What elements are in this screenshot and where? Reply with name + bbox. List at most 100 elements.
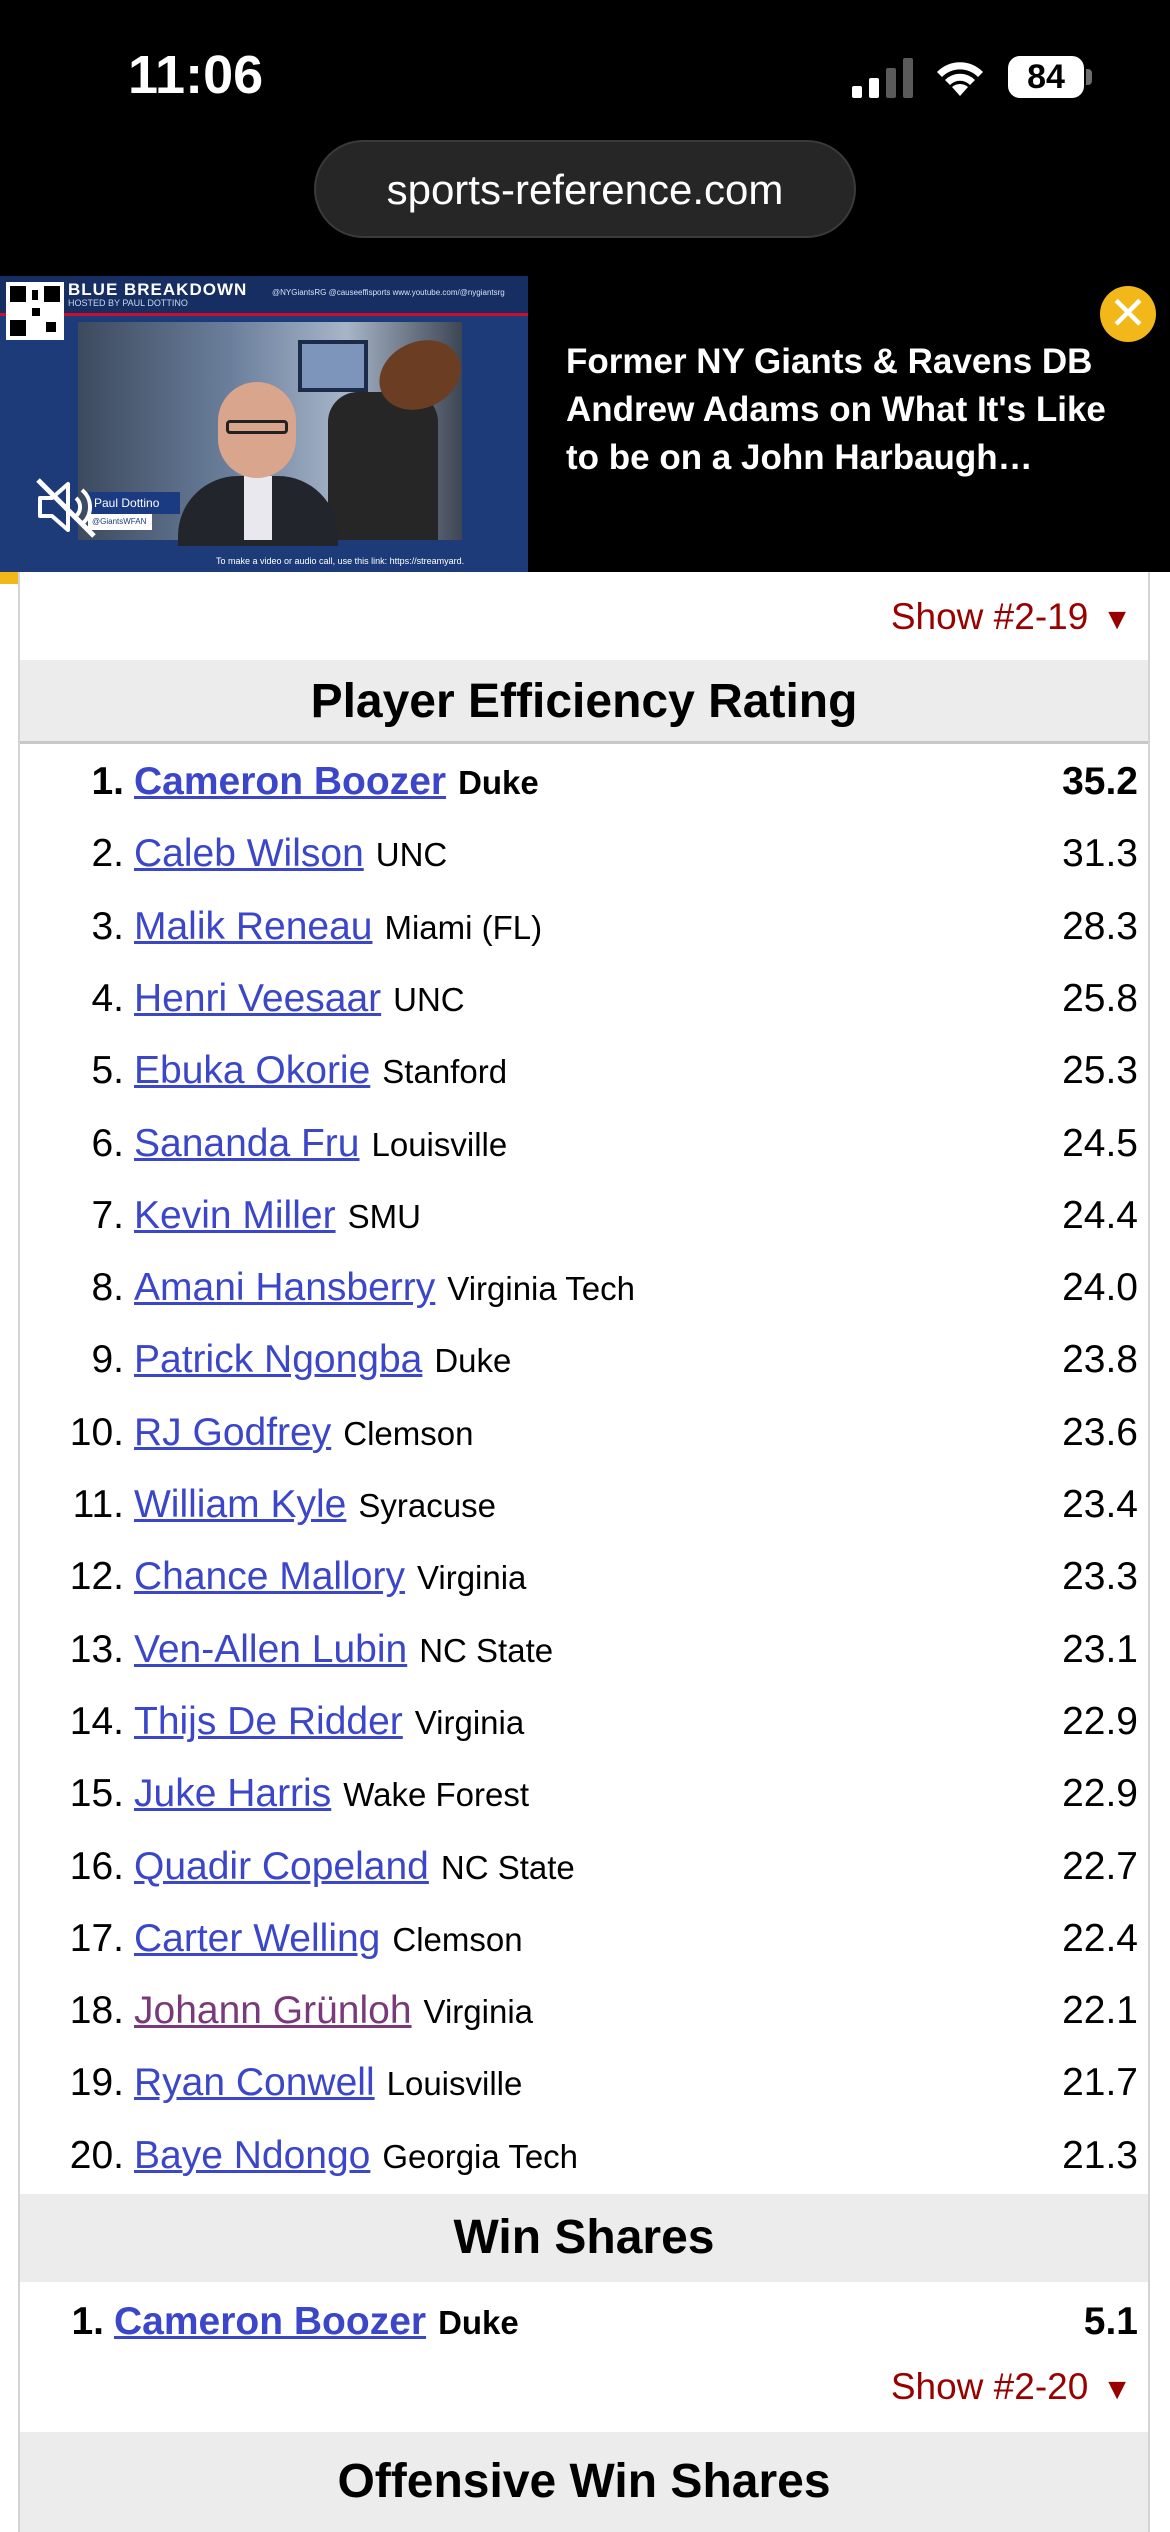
player-cell: Quadir Copeland NC State — [134, 1831, 575, 1911]
player-team: UNC — [393, 980, 465, 1018]
rank-number: 2. — [91, 832, 124, 876]
stat-value: 25.3 — [1062, 1049, 1138, 1093]
stat-value: 24.5 — [1062, 1121, 1138, 1165]
ad-video-player[interactable]: BLUE BREAKDOWN HOSTED BY PAUL DOTTINO @N… — [0, 276, 528, 572]
qr-code — [6, 282, 64, 340]
rank-number: 1. — [91, 760, 124, 803]
stat-value: 22.9 — [1062, 1772, 1138, 1816]
video-ad-banner[interactable]: BLUE BREAKDOWN HOSTED BY PAUL DOTTINO @N… — [0, 276, 1170, 584]
player-cell: Ryan Conwell Louisville — [134, 2047, 522, 2127]
player-cell: Patrick Ngongba Duke — [134, 1324, 511, 1404]
muted-speaker-icon[interactable] — [34, 474, 100, 540]
player-link[interactable]: Ebuka Okorie — [134, 1049, 371, 1093]
table-row: 1. Cameron Boozer Duke 35.2 — [20, 746, 1148, 818]
player-cell: Malik Reneau Miami (FL) — [134, 891, 542, 971]
player-team: Syracuse — [358, 1487, 496, 1524]
player-link[interactable]: Kevin Miller — [134, 1193, 336, 1237]
show-more-link-ws[interactable]: Show #2-20 ▼ — [891, 2366, 1132, 2408]
player-link[interactable]: Cameron Boozer — [114, 2300, 427, 2343]
rank-number: 13. — [69, 1627, 124, 1671]
player-link[interactable]: Sananda Fru — [134, 1121, 360, 1165]
player-link[interactable]: William Kyle — [134, 1483, 347, 1526]
table-row: 3. Malik Reneau Miami (FL) 28.3 — [20, 891, 1148, 963]
player-team: Duke — [434, 1342, 512, 1380]
player-cell: RJ Godfrey Clemson — [134, 1397, 473, 1477]
player-team: SMU — [347, 1197, 421, 1235]
player-link[interactable]: Caleb Wilson — [134, 832, 364, 876]
player-link[interactable]: Chance Mallory — [134, 1555, 405, 1599]
url-pill[interactable]: sports-reference.com — [314, 140, 856, 238]
player-cell: Amani Hansberry Virginia Tech — [134, 1252, 635, 1332]
stat-value: 22.9 — [1062, 1699, 1138, 1743]
player-link[interactable]: Cameron Boozer — [134, 760, 447, 803]
show-more-label[interactable]: Show #2-20 — [890, 2366, 1089, 2407]
battery-level: 84 — [1027, 58, 1065, 96]
stat-value: 31.3 — [1062, 832, 1138, 876]
battery-icon: 84 — [1008, 56, 1092, 98]
player-link[interactable]: Carter Welling — [134, 1916, 381, 1960]
triangle-down-icon[interactable]: ▼ — [1102, 603, 1132, 636]
player-team: NC State — [419, 1631, 554, 1669]
presenter-name-tag: Paul Dottino — [88, 492, 180, 514]
player-cell: Chance Mallory Virginia — [134, 1541, 526, 1621]
ad-video-frame — [78, 322, 473, 546]
player-team: Louisville — [386, 2065, 523, 2103]
presenter — [178, 382, 338, 546]
rank-number: 8. — [91, 1266, 124, 1310]
ad-social-line: @NYGiantsRG @causeeffisports www.youtube… — [272, 288, 505, 297]
section-title-ws: Win Shares — [20, 2194, 1148, 2282]
player-team: NC State — [440, 1848, 575, 1886]
stat-value: 22.4 — [1062, 1916, 1138, 1960]
rank-number: 18. — [69, 1989, 124, 2033]
ad-host-line: HOSTED BY PAUL DOTTINO — [68, 298, 188, 308]
player-cell: Kevin Miller SMU — [134, 1180, 421, 1260]
player-link[interactable]: RJ Godfrey — [134, 1410, 332, 1454]
ad-accent — [0, 572, 18, 584]
player-link[interactable]: Ven-Allen Lubin — [134, 1627, 408, 1671]
ad-headline[interactable]: Former NY Giants & Ravens DB Andrew Adam… — [566, 342, 1106, 477]
player-team: Georgia Tech — [382, 2137, 579, 2175]
table-row: 11. William Kyle Syracuse 23.4 — [20, 1469, 1148, 1541]
player-cell: Ven-Allen Lubin NC State — [134, 1614, 553, 1694]
rank-number: 3. — [91, 904, 124, 948]
player-cell: Thijs De Ridder Virginia — [134, 1686, 524, 1766]
player-link[interactable]: Amani Hansberry — [134, 1266, 436, 1310]
player-team: Clemson — [392, 1920, 523, 1958]
player-link[interactable]: Baye Ndongo — [134, 2133, 371, 2177]
player-cell: Juke Harris Wake Forest — [134, 1758, 529, 1838]
player-team: UNC — [375, 836, 448, 874]
show-more-link[interactable]: Show #2-19 ▼ — [891, 596, 1132, 638]
player-team: Virginia — [416, 1559, 527, 1597]
stat-value: 23.6 — [1062, 1410, 1138, 1454]
stat-value: 23.3 — [1062, 1555, 1138, 1599]
player-link[interactable]: Ryan Conwell — [134, 2061, 375, 2105]
table-row: 5. Ebuka Okorie Stanford 25.3 — [20, 1035, 1148, 1107]
url-text[interactable]: sports-reference.com — [386, 166, 784, 213]
triangle-down-icon[interactable]: ▼ — [1102, 2373, 1132, 2406]
stat-value: 35.2 — [1062, 760, 1138, 803]
rank-number: 16. — [69, 1844, 124, 1888]
stat-value: 5.1 — [1083, 2300, 1138, 2343]
ad-video-header — [0, 276, 528, 316]
stat-value: 21.3 — [1062, 2133, 1138, 2177]
show-more-label[interactable]: Show #2-19 — [890, 596, 1089, 637]
table-row: 1. Cameron Boozer Duke 5.1 — [20, 2286, 1148, 2358]
rank-number: 15. — [69, 1772, 124, 1816]
section-title-per: Player Efficiency Rating — [20, 660, 1148, 744]
player-link[interactable]: Thijs De Ridder — [134, 1699, 403, 1743]
close-icon[interactable]: ✕ — [1100, 286, 1156, 342]
player-link[interactable]: Henri Veesaar — [134, 976, 382, 1020]
rank-number: 19. — [69, 2061, 124, 2105]
table-row: 7. Kevin Miller SMU 24.4 — [20, 1180, 1148, 1252]
browser-url-bar: sports-reference.com — [0, 140, 1170, 276]
section-title-ows: Offensive Win Shares — [20, 2432, 1148, 2532]
player-team: Virginia Tech — [447, 1270, 636, 1308]
player-cell: William Kyle Syracuse — [134, 1469, 496, 1549]
player-link[interactable]: Patrick Ngongba — [134, 1338, 423, 1382]
player-link[interactable]: Juke Harris — [134, 1772, 332, 1816]
table-row: 2. Caleb Wilson UNC 31.3 — [20, 818, 1148, 890]
player-link[interactable]: Quadir Copeland — [134, 1844, 429, 1888]
player-link[interactable]: Johann Grünloh — [134, 1989, 412, 2033]
player-link[interactable]: Malik Reneau — [134, 904, 373, 948]
player-cell: Henri Veesaar UNC — [134, 963, 465, 1043]
